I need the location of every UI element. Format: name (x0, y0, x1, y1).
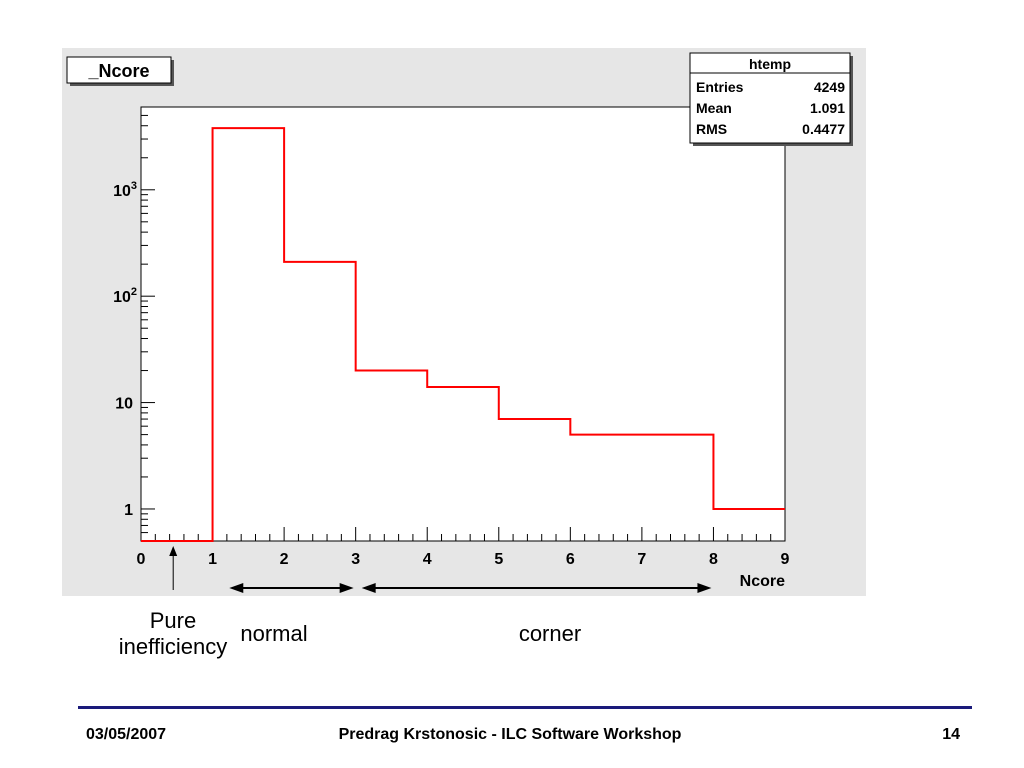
x-tick-label: 3 (351, 551, 360, 568)
corner-label: corner (518, 621, 582, 646)
x-tick-label: 1 (208, 551, 217, 568)
title-box (66, 56, 172, 84)
stats-label: Mean (696, 100, 732, 116)
pure-arrow-head (169, 546, 178, 556)
x-tick-label: 5 (494, 551, 503, 568)
chart-title: _Ncore (87, 61, 149, 81)
x-tick-label: 0 (137, 551, 146, 568)
x-axis-label: Ncore (740, 573, 785, 590)
x-tick-label: 2 (280, 551, 289, 568)
stats-value: 0.4477 (802, 121, 845, 137)
histogram-line (141, 127, 785, 542)
stats-value: 4249 (814, 79, 845, 95)
y-tick-label: 1 (124, 502, 133, 519)
y-tick-label: 103 (113, 180, 137, 200)
plot-frame (140, 106, 786, 542)
stats-label: RMS (696, 121, 727, 137)
footer-page-number: 14 (942, 726, 960, 743)
stats-value: 1.091 (810, 100, 845, 116)
range-arrow-head-right (339, 583, 354, 593)
x-tick-label: 6 (566, 551, 575, 568)
range-arrow-head-right (697, 583, 712, 593)
stats-label: Entries (696, 79, 744, 95)
y-tick-label: 10 (115, 396, 133, 413)
range-arrow-head-left (229, 583, 244, 593)
histogram-plot: 0 1 2 3 4 5 6 7 8 9 1 10 102 103 Ncore _Ncore htemp Ent… (62, 48, 866, 596)
y-tick-label: 102 (113, 286, 137, 306)
footer-title: Predrag Krstonosic - ILC Software Worksh… (338, 726, 682, 743)
footer-date: 03/05/2007 (86, 726, 167, 743)
x-tick-label: 7 (637, 551, 646, 568)
x-tick-label: 9 (781, 551, 790, 568)
stats-box (689, 52, 851, 144)
x-tick-label: 8 (709, 551, 718, 568)
pure-label-line2: inefficiency (118, 634, 228, 659)
footer-rule (78, 706, 972, 709)
stats-name: htemp (749, 56, 791, 72)
range-arrow-head-left (361, 583, 376, 593)
x-tick-label: 4 (423, 551, 432, 568)
pure-label-line1: Pure (149, 608, 197, 633)
normal-label: normal (240, 621, 308, 646)
pure-inefficiency-label: Pure inefficiency (78, 608, 268, 660)
